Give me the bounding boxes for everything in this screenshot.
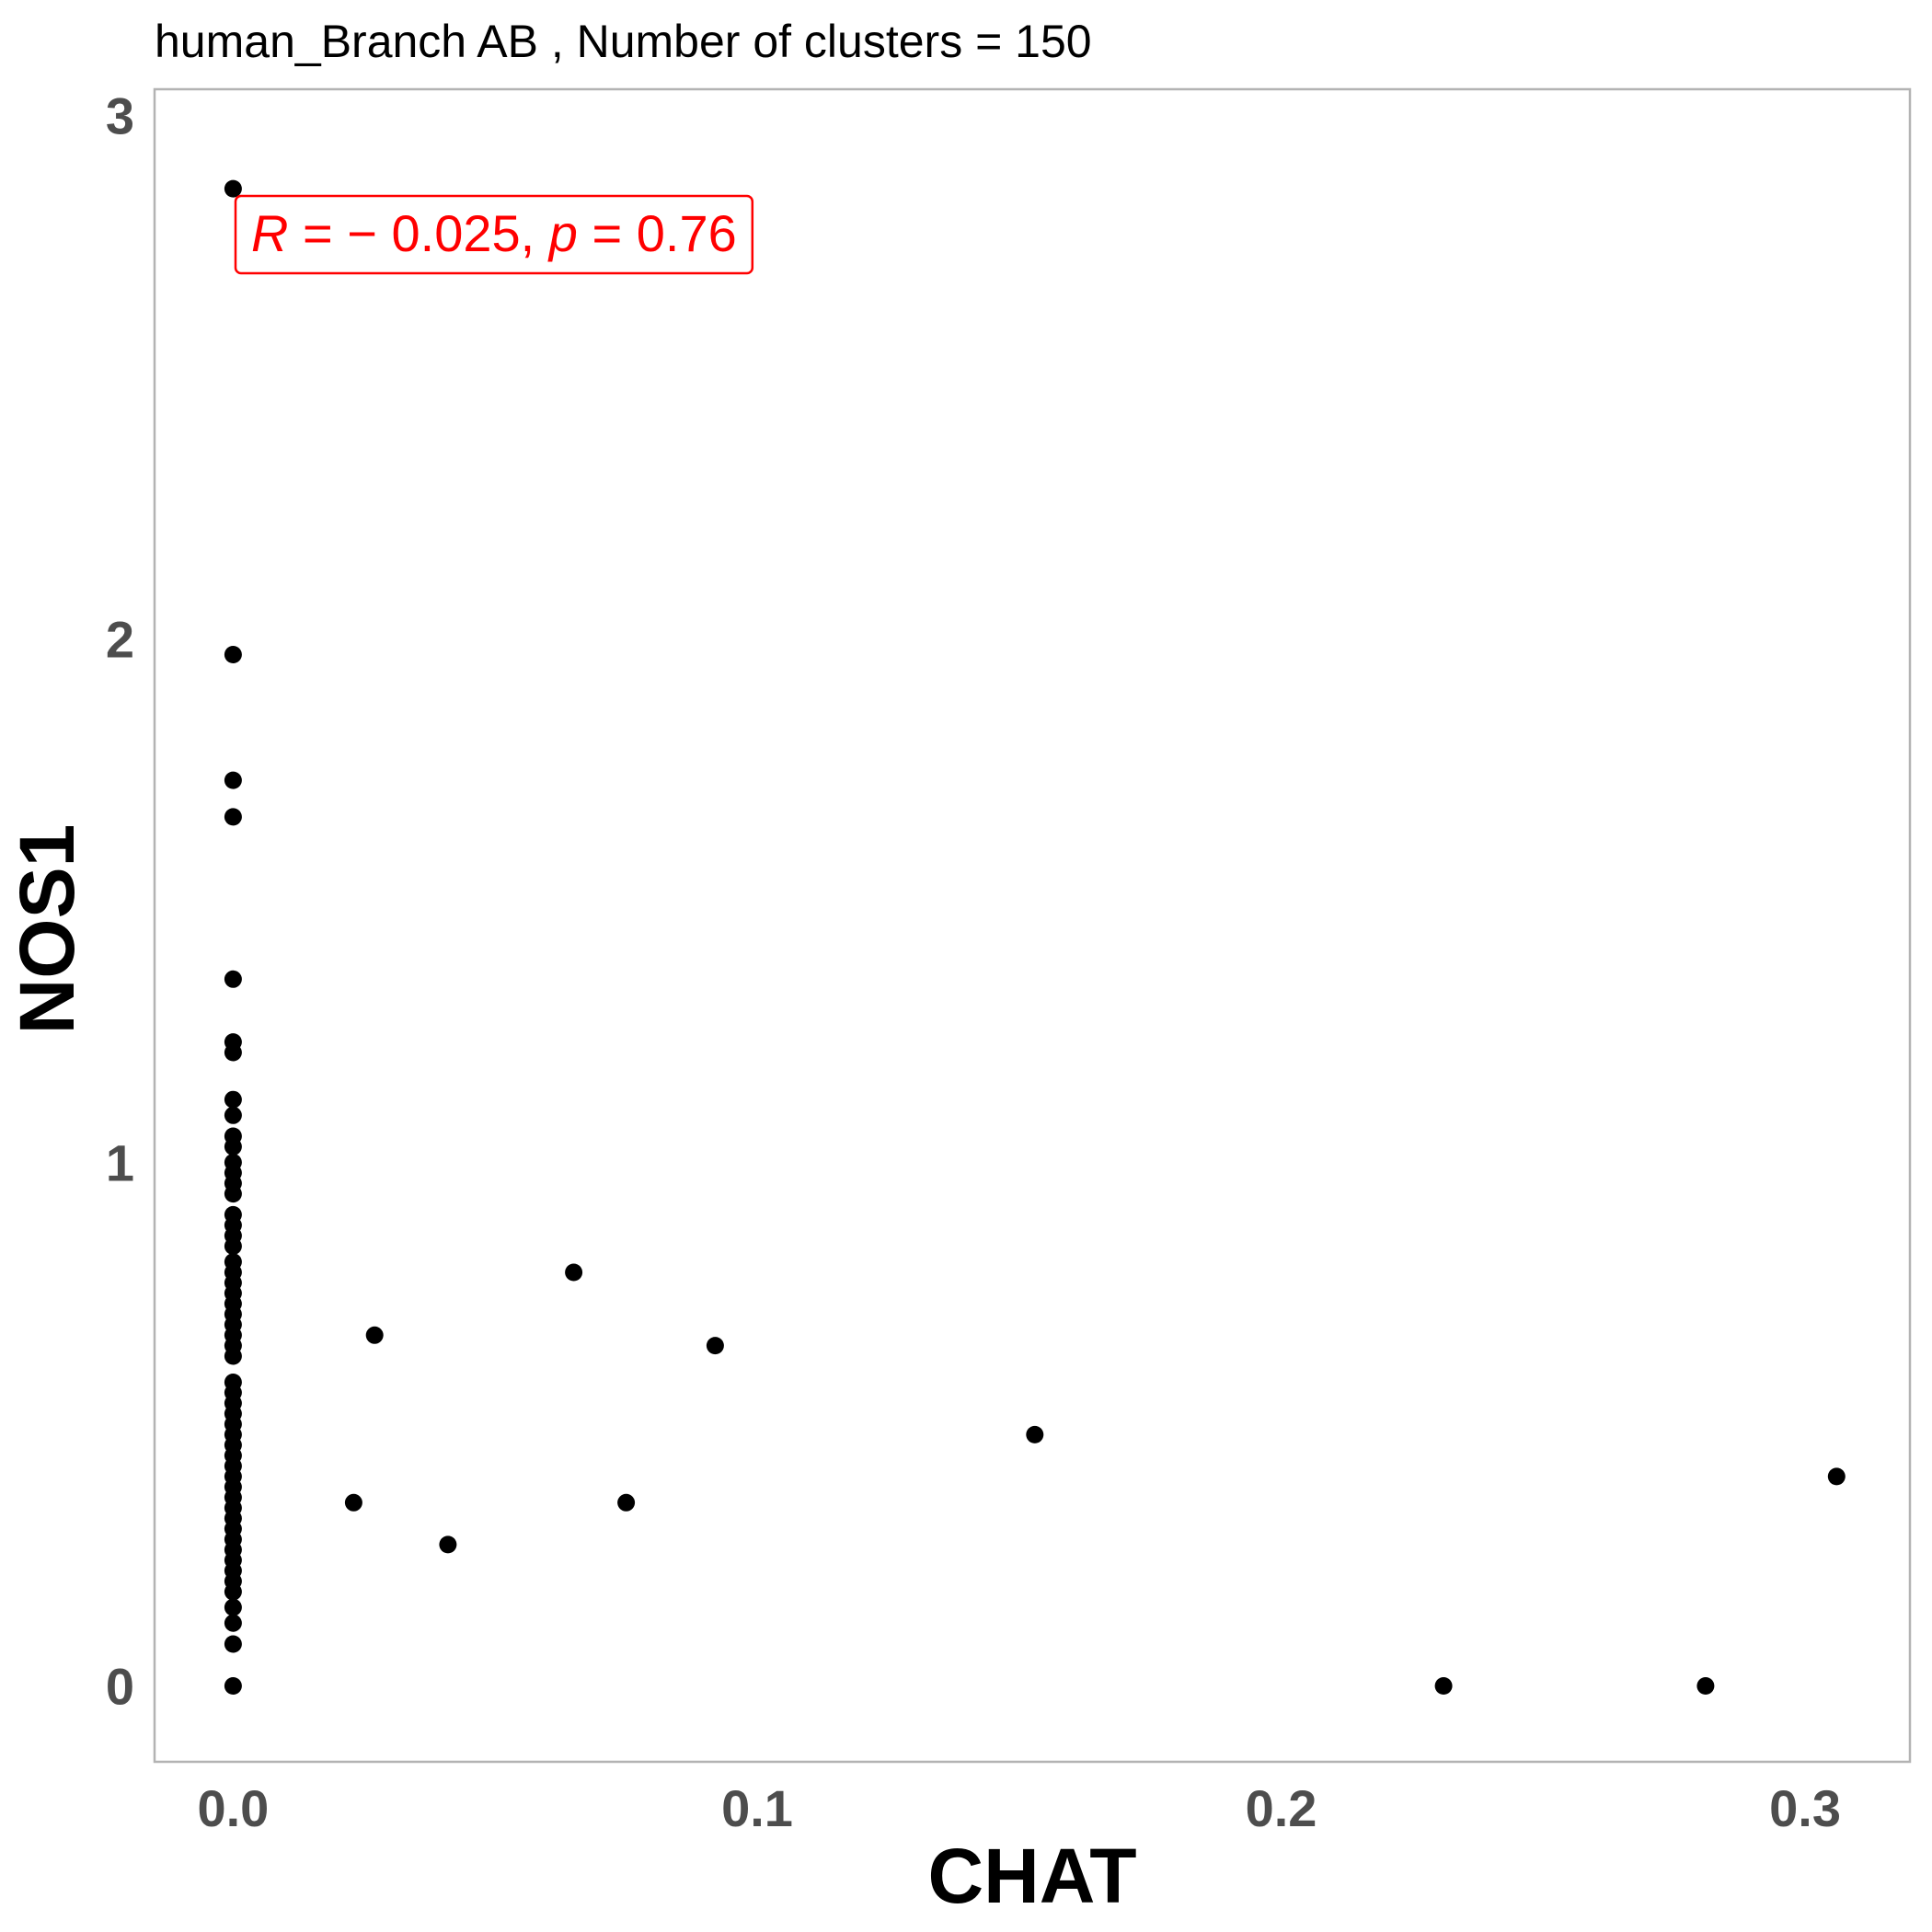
x-tick-label: 0.1 [721, 1779, 793, 1837]
data-point [224, 1582, 242, 1601]
annotation-box [234, 194, 754, 275]
annotation-text: R = − 0.025, p = 0.76 [251, 204, 737, 262]
data-point [224, 1185, 242, 1203]
data-point [224, 1614, 242, 1632]
x-tick-label: 0.2 [1246, 1779, 1317, 1837]
correlation-annotation: R = − 0.025, p = 0.76 [234, 194, 754, 275]
data-point [1827, 1467, 1846, 1486]
data-point [565, 1263, 583, 1282]
data-point [224, 1090, 242, 1109]
data-point [617, 1493, 636, 1512]
data-point [1696, 1677, 1715, 1695]
data-point [1026, 1425, 1044, 1443]
y-axis-ticks: 0 1 2 3 [106, 87, 134, 1716]
x-axis-ticks: 0.0 0.1 0.2 0.3 [197, 1779, 1841, 1837]
annotation-r-value: = − 0.025, [288, 204, 548, 262]
data-point [224, 771, 242, 789]
plot-panel [153, 87, 1912, 1764]
data-point [224, 970, 242, 988]
y-tick-label: 2 [106, 611, 134, 669]
data-point [224, 1347, 242, 1365]
data-point [1434, 1677, 1453, 1695]
data-point [224, 1677, 242, 1695]
x-axis-title: CHAT [927, 1833, 1136, 1919]
annotation-p: p [547, 204, 578, 262]
data-point [224, 808, 242, 826]
data-point [224, 1137, 242, 1156]
data-point [706, 1337, 724, 1355]
chart-title: human_Branch AB , Number of clusters = 1… [155, 16, 1092, 67]
data-point [224, 646, 242, 663]
annotation-p-value: = 0.76 [578, 204, 737, 262]
data-point [365, 1326, 384, 1344]
y-tick-label: 1 [106, 1134, 134, 1192]
x-tick-label: 0.3 [1769, 1779, 1841, 1837]
data-point [224, 1237, 242, 1255]
data-points [224, 179, 1846, 1695]
x-tick-label: 0.0 [197, 1779, 269, 1837]
y-tick-label: 3 [106, 87, 134, 145]
data-point [344, 1493, 362, 1512]
data-point [439, 1535, 457, 1554]
y-tick-label: 0 [106, 1658, 134, 1716]
y-axis-title: NOS1 [4, 824, 90, 1035]
annotation-r: R [251, 204, 288, 262]
data-point [224, 1043, 242, 1062]
data-point [224, 1598, 242, 1616]
data-point [224, 1106, 242, 1124]
data-point [224, 179, 242, 198]
data-point [224, 1635, 242, 1653]
